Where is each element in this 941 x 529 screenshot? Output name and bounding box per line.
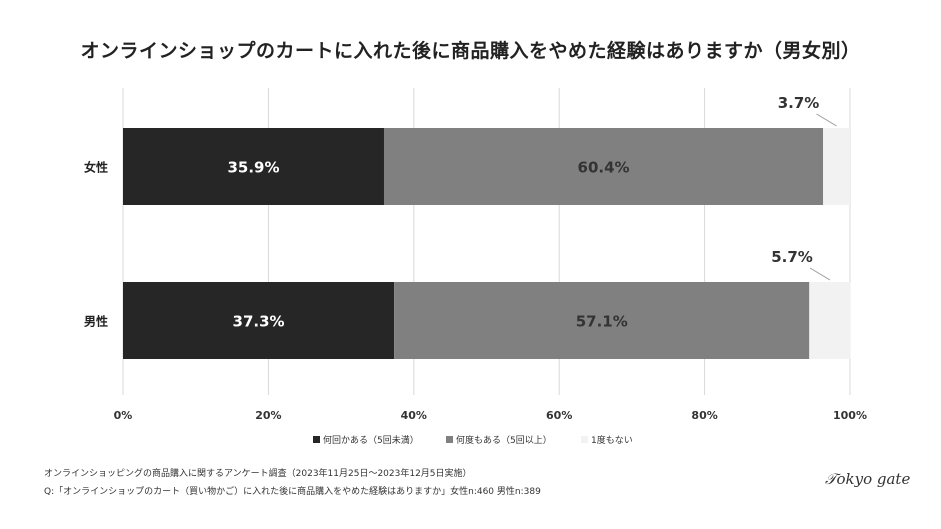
data-label: 37.3% bbox=[233, 313, 285, 331]
x-tick-label: 80% bbox=[691, 409, 717, 422]
x-tick-label: 100% bbox=[833, 409, 867, 422]
brand-logo: 𝒯okyo gate bbox=[825, 470, 911, 488]
bar-segment bbox=[123, 282, 395, 359]
bar-segment bbox=[809, 282, 851, 359]
footer-survey-note: オンラインショッピングの商品購入に関するアンケート調査（2023年11月25日〜… bbox=[44, 469, 472, 479]
footer-question-note: Q:「オンラインショップのカート（買い物かご）に入れた後に商品購入をやめた経験は… bbox=[44, 487, 541, 497]
chart-title: オンラインショップのカートに入れた後に商品購入をやめた経験はありますか（男女別） bbox=[80, 40, 861, 62]
legend-label: 何度もある（5回以上） bbox=[456, 436, 552, 446]
legend-item-1: 何度もある（5回以上） bbox=[446, 433, 552, 446]
data-label: 57.1% bbox=[576, 313, 628, 331]
data-label: 60.4% bbox=[578, 159, 630, 177]
data-label: 5.7% bbox=[771, 248, 813, 266]
x-tick-label: 0% bbox=[114, 409, 133, 422]
leader-line bbox=[809, 267, 831, 281]
legend-swatch bbox=[313, 436, 320, 443]
data-label: 35.9% bbox=[227, 159, 279, 177]
legend-label: 1度もない bbox=[591, 436, 633, 446]
legend-label: 何回かある（5回未満） bbox=[323, 436, 419, 446]
legend-item-0: 何回かある（5回未満） bbox=[313, 433, 419, 446]
bar-segment bbox=[823, 128, 850, 205]
legend-swatch bbox=[581, 436, 588, 443]
legend-item-2: 1度もない bbox=[581, 433, 633, 446]
x-tick-label: 20% bbox=[255, 409, 281, 422]
x-tick-label: 60% bbox=[546, 409, 572, 422]
x-tick-label: 40% bbox=[401, 409, 427, 422]
legend-swatch bbox=[446, 436, 453, 443]
leader-line bbox=[816, 113, 837, 127]
y-category-label: 男性 bbox=[84, 314, 108, 329]
bar-segment bbox=[123, 128, 384, 205]
bar-segment bbox=[394, 282, 810, 359]
data-label: 3.7% bbox=[778, 94, 820, 112]
y-category-label: 女性 bbox=[84, 160, 108, 175]
bar-segment bbox=[383, 128, 824, 205]
